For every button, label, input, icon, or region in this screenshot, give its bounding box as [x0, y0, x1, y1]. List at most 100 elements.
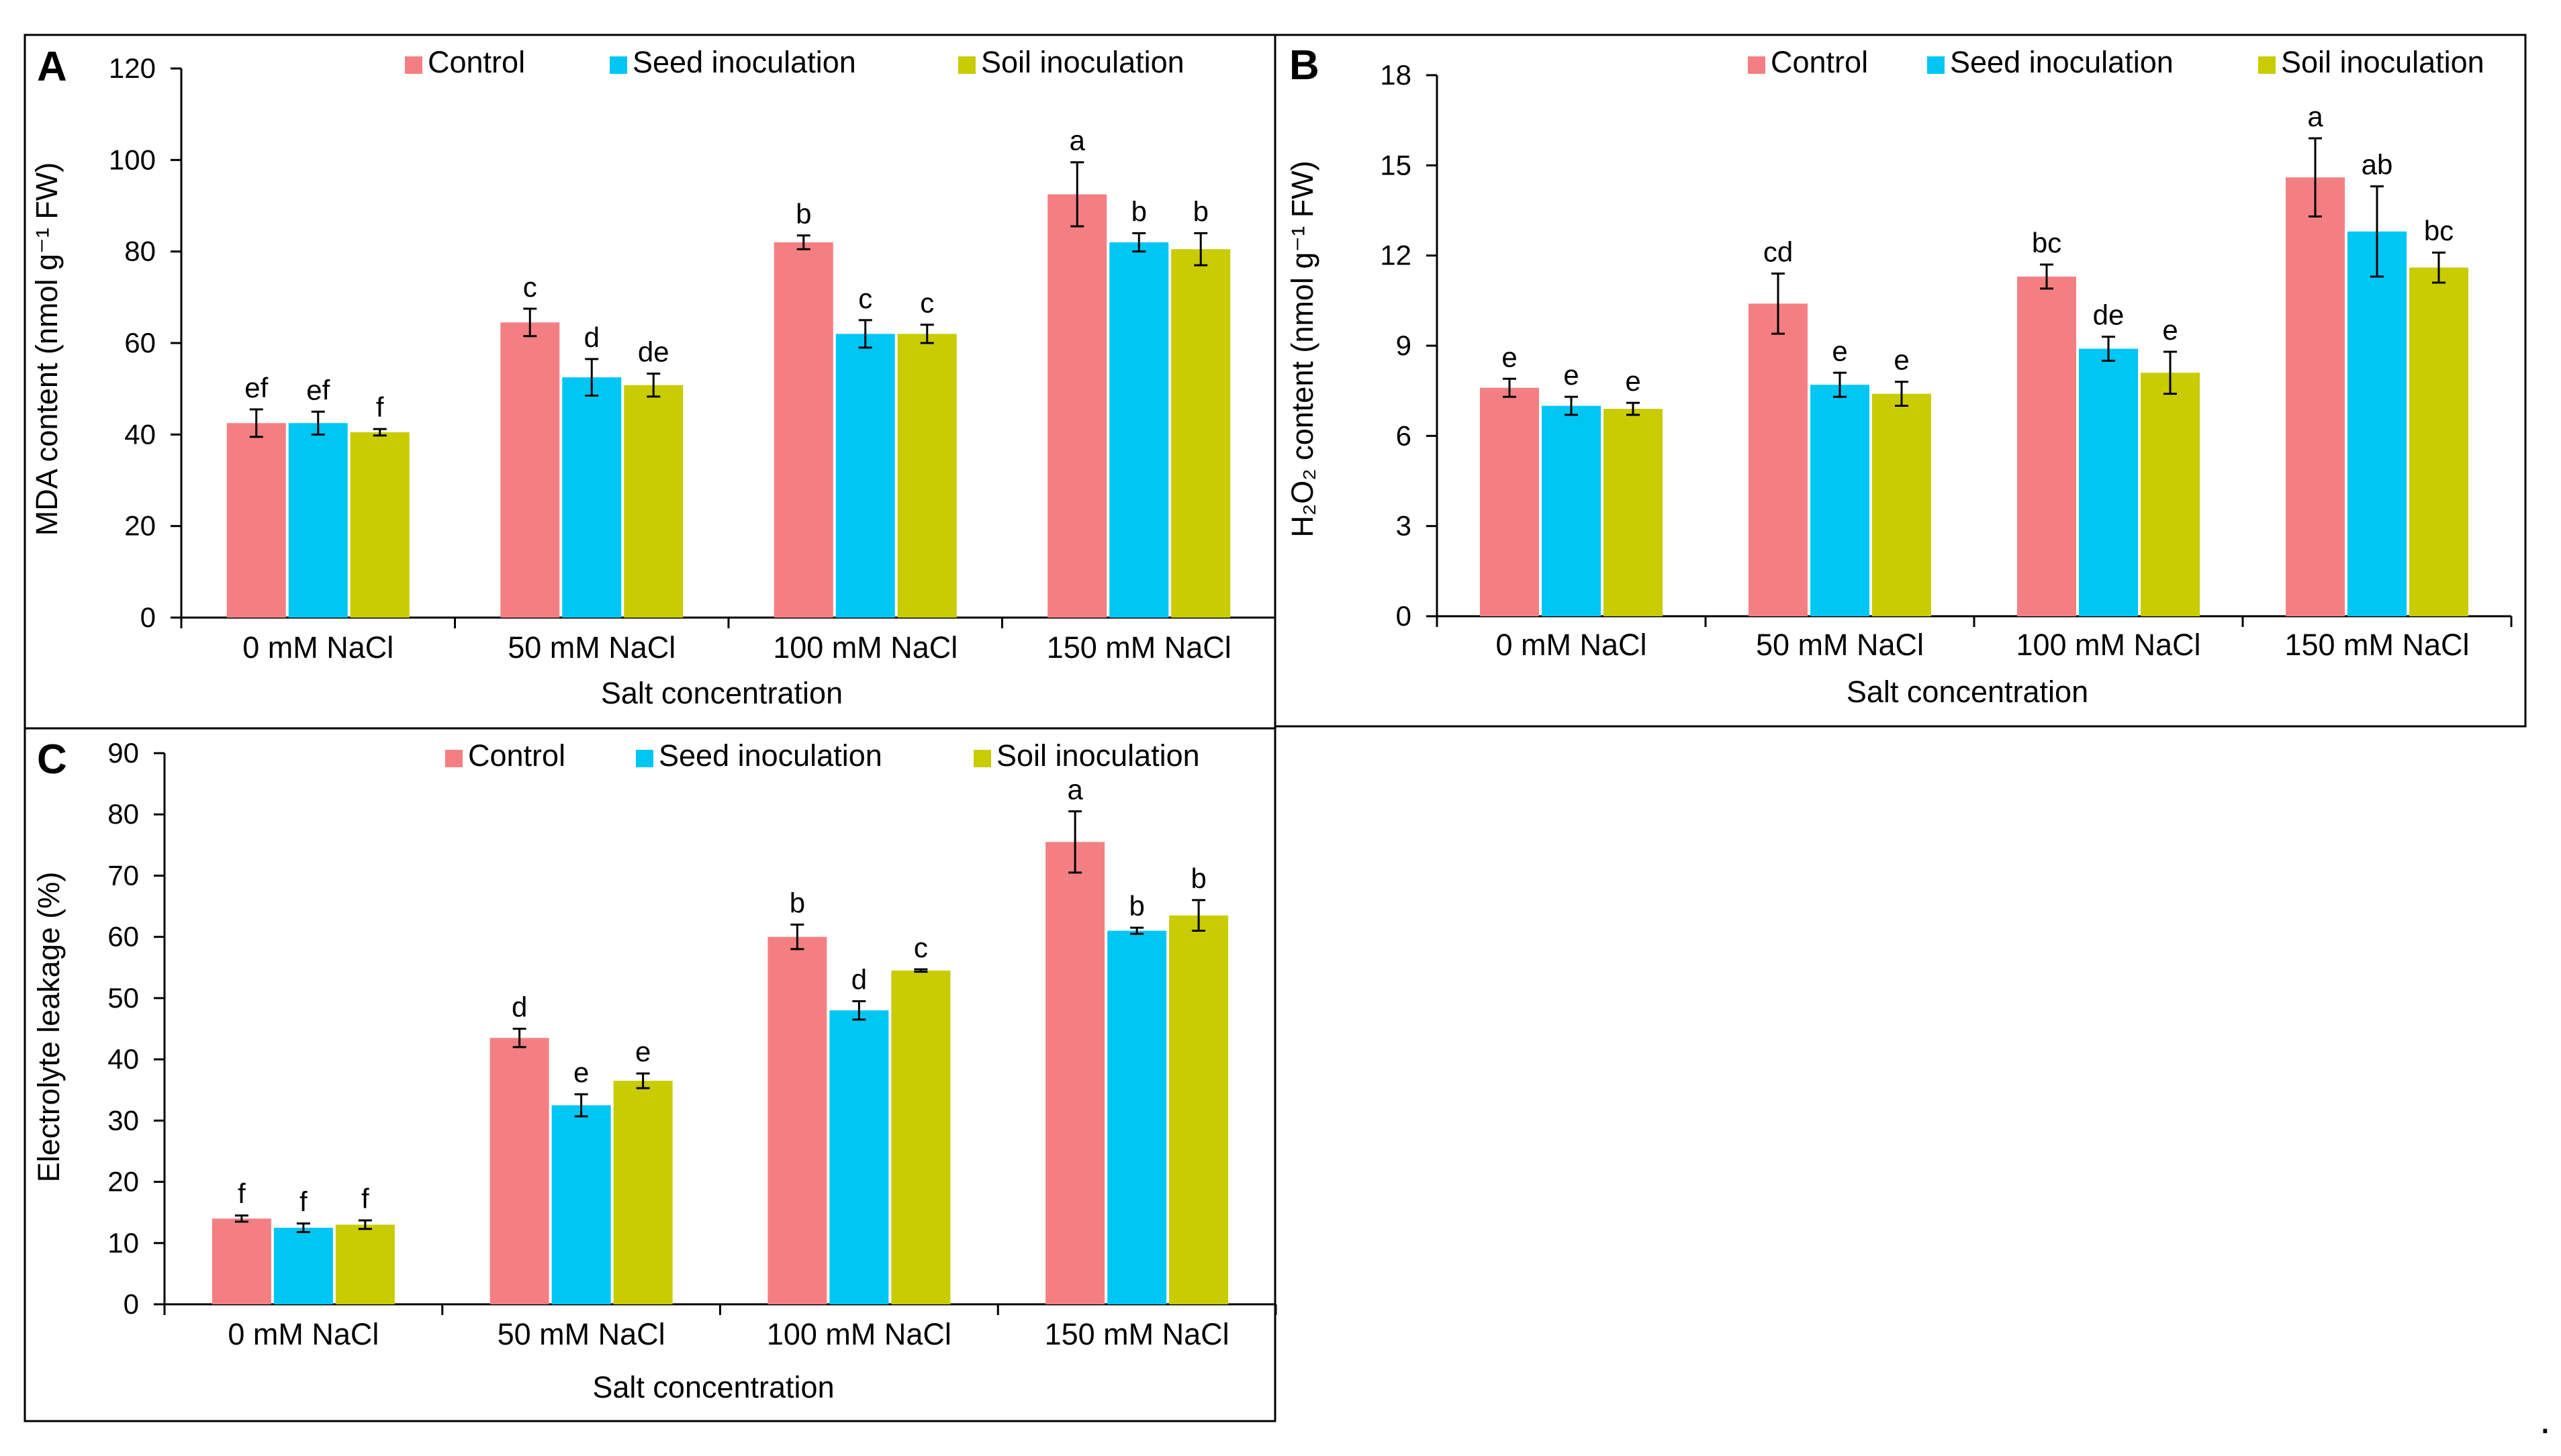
legend-label: Control — [1771, 45, 1868, 79]
y-tick-label: 18 — [1380, 59, 1411, 91]
bar-soil-inoculation — [1169, 915, 1229, 1304]
significance-letter: e — [1832, 335, 1847, 367]
bar-soil-inoculation — [1171, 249, 1231, 618]
panel-letter: C — [37, 736, 67, 783]
y-tick-label: 40 — [107, 1043, 139, 1075]
y-tick-label: 0 — [1396, 600, 1411, 632]
panel-letter: A — [37, 44, 67, 90]
significance-letter: f — [299, 1186, 308, 1218]
bar-control — [1045, 842, 1105, 1304]
x-category-label: 0 mM NaCl — [228, 1317, 379, 1351]
x-category-label: 150 mM NaCl — [2284, 628, 2469, 662]
y-tick-label: 0 — [124, 1288, 139, 1320]
legend-label: Control — [468, 738, 565, 773]
legend-swatch — [445, 750, 463, 767]
significance-letter: a — [1070, 125, 1086, 156]
significance-letter: bc — [2032, 227, 2061, 258]
x-category-label: 150 mM NaCl — [1047, 630, 1231, 665]
bar-soil-inoculation — [891, 970, 951, 1304]
x-axis-title: Salt concentration — [592, 1370, 834, 1404]
bar-soil-inoculation — [624, 385, 684, 618]
bar-control — [774, 242, 833, 618]
y-tick-label: 60 — [124, 327, 156, 358]
significance-letter: b — [1193, 195, 1209, 227]
significance-letter: d — [584, 322, 600, 353]
significance-letter: f — [361, 1183, 369, 1214]
x-axis-title: Salt concentration — [601, 676, 843, 710]
y-tick-label: 6 — [1396, 420, 1411, 451]
x-category-label: 100 mM NaCl — [773, 630, 958, 665]
bar-soil-inoculation — [1872, 393, 1931, 616]
legend-label: Soil inoculation — [981, 45, 1184, 79]
significance-letter: e — [635, 1036, 651, 1067]
significance-letter: c — [914, 932, 928, 963]
significance-letter: e — [1563, 359, 1579, 391]
bar-seed-inoculation — [273, 1227, 333, 1304]
bar-soil-inoculation — [897, 334, 957, 618]
significance-letter: d — [851, 963, 867, 995]
legend-swatch — [636, 750, 653, 767]
bar-control — [2017, 277, 2076, 616]
significance-letter: f — [376, 391, 384, 423]
panel-a: A 0 20 40 60 80 100 120 0 mM NaCl 50 mM NaCl 100 m… — [24, 34, 1277, 765]
bar-seed-inoculation — [288, 423, 348, 618]
significance-letter: c — [920, 287, 934, 319]
y-tick-label: 12 — [1380, 240, 1411, 271]
bar-soil-inoculation — [350, 432, 410, 618]
y-tick-label: 60 — [107, 921, 139, 953]
y-tick-label: 120 — [109, 52, 156, 84]
legend-label: Seed inoculation — [1950, 45, 2174, 79]
bar-control — [1480, 387, 1539, 616]
bar-seed-inoculation — [2079, 348, 2138, 616]
significance-letter: e — [1501, 341, 1517, 373]
significance-letter: b — [790, 887, 805, 918]
bar-seed-inoculation — [2347, 231, 2407, 616]
legend-swatch — [2258, 56, 2276, 74]
significance-letter: b — [1131, 195, 1147, 227]
significance-letter: bc — [2424, 215, 2454, 246]
significance-letter: c — [858, 283, 872, 314]
bar-seed-inoculation — [835, 334, 895, 618]
y-tick-label: 70 — [107, 859, 139, 891]
x-category-label: 100 mM NaCl — [767, 1317, 951, 1351]
y-tick-label: 3 — [1396, 510, 1411, 542]
bar-soil-inoculation — [2141, 373, 2200, 616]
bar-seed-inoculation — [562, 377, 622, 618]
panel-letter: B — [1289, 42, 1319, 89]
trailing-period: . — [2540, 1397, 2551, 1442]
bar-soil-inoculation — [2409, 267, 2468, 617]
bar-soil-inoculation — [335, 1224, 395, 1304]
bar-control — [2286, 177, 2345, 616]
legend-label: Seed inoculation — [659, 738, 882, 773]
significance-letter: ef — [244, 372, 268, 403]
bar-control — [1047, 194, 1107, 618]
y-tick-label: 80 — [124, 236, 156, 267]
bar-seed-inoculation — [1810, 385, 1869, 616]
y-tick-label: 80 — [107, 798, 139, 830]
bar-control — [212, 1218, 271, 1304]
legend-swatch — [958, 56, 976, 74]
bar-control — [1749, 303, 1808, 616]
significance-letter: d — [512, 991, 527, 1023]
significance-letter: e — [2162, 314, 2178, 346]
y-tick-label: 20 — [107, 1166, 139, 1198]
y-axis-title: H₂O₂ content (nmol g⁻¹ FW) — [1285, 160, 1319, 537]
bar-seed-inoculation — [1107, 930, 1167, 1304]
significance-letter: c — [523, 271, 537, 303]
x-category-label: 50 mM NaCl — [498, 1317, 665, 1351]
significance-letter: a — [2307, 101, 2323, 132]
significance-letter: e — [1625, 365, 1640, 397]
y-tick-label: 20 — [124, 510, 156, 542]
x-category-label: 0 mM NaCl — [242, 630, 393, 665]
legend-label: Seed inoculation — [633, 45, 856, 79]
legend-swatch — [974, 750, 991, 767]
significance-letter: ef — [306, 374, 330, 405]
bar-seed-inoculation — [1542, 405, 1601, 616]
y-tick-label: 15 — [1380, 149, 1411, 181]
bar-control — [226, 423, 286, 618]
x-category-label: 100 mM NaCl — [2016, 628, 2200, 662]
bar-control — [767, 936, 827, 1304]
legend-label: Soil inoculation — [2281, 45, 2484, 79]
bar-seed-inoculation — [551, 1105, 611, 1304]
x-category-label: 50 mM NaCl — [508, 630, 676, 665]
